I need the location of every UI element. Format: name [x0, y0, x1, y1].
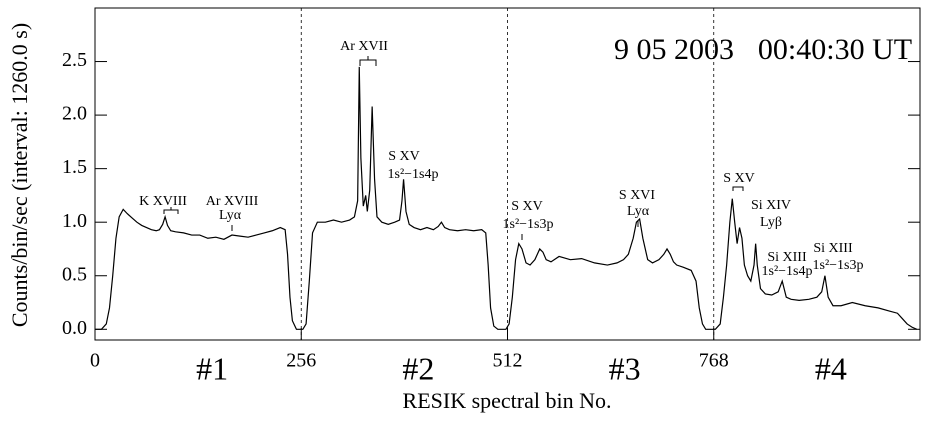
y-tick-label: 0.5 [62, 263, 87, 285]
line-annotation: 1s²−1s3p [813, 258, 864, 273]
line-annotation: Ar XVII [340, 39, 388, 54]
section-label: #2 [402, 350, 434, 386]
y-tick-label: 2.0 [62, 103, 87, 125]
line-annotation: 1s²−1s4p [762, 264, 813, 279]
line-annotation: S XV [723, 171, 755, 186]
x-tick-label: 256 [286, 350, 316, 372]
line-annotation: Lyβ [760, 215, 782, 230]
line-annotation: Si XIV [751, 198, 791, 213]
y-axis-label: Counts/bin/sec (interval: 1260.0 s) [7, 23, 32, 327]
line-brackets [163, 56, 744, 240]
line-annotation: Ar XVIII [206, 194, 259, 209]
section-label: #4 [815, 350, 847, 386]
y-tick-label: 1.0 [62, 210, 87, 232]
line-annotation: S XV [388, 149, 420, 164]
line-annotation: Si XIII [767, 250, 807, 265]
line-annotation: S XVI [619, 188, 656, 203]
line-annotation: 1s²−1s4p [388, 167, 439, 182]
bracket [163, 207, 179, 214]
y-tick-label: 0.0 [62, 317, 87, 339]
x-axis-label: RESIK spectral bin No. [403, 388, 612, 413]
section-label: #1 [196, 350, 228, 386]
bracket [359, 56, 377, 66]
time: 00:40:30 UT [758, 33, 912, 66]
line-annotation: K XVIII [139, 194, 187, 209]
line-annotation: S XV [511, 199, 543, 214]
x-tick-label: 512 [493, 350, 523, 372]
y-tick-label: 2.5 [62, 49, 87, 71]
line-annotation: Lyα [627, 204, 650, 219]
section-label: #3 [609, 350, 641, 386]
bracket [732, 186, 744, 191]
line-annotation: Si XIII [813, 241, 853, 256]
x-tick-label: 0 [90, 350, 100, 372]
line-annotation: Lyα [219, 208, 242, 223]
line-annotation: 1s²−1s3p [503, 217, 554, 232]
date: 9 05 2003 [614, 33, 734, 66]
x-tick-label: 768 [699, 350, 729, 372]
y-tick-label: 1.5 [62, 156, 87, 178]
spectrum-line [95, 66, 918, 330]
